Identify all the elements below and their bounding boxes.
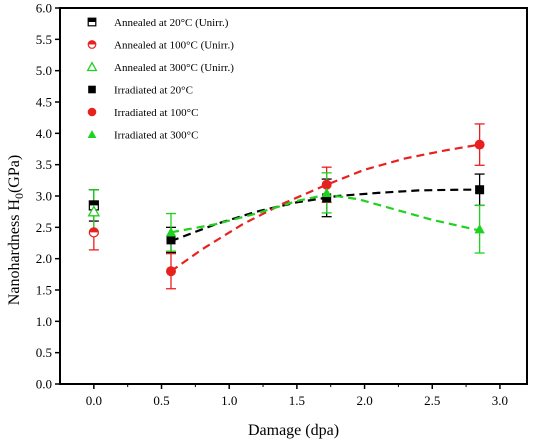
y-axis-ticks: 0.0 0.5 1.0 1.5 2.0 2.5 3.0 3.5 4.0 4.5 5.0 5.5 6.0 [36,1,60,392]
fit-curves [170,143,480,273]
legend-marker [87,40,97,49]
circle-marker [474,139,485,150]
data-markers [87,139,485,277]
y-tick-label: 6.0 [36,1,52,16]
legend-marker [88,85,96,94]
circle-marker [321,179,332,190]
y-tick-label: 2.0 [36,251,52,266]
y-tick-label: 1.0 [36,314,52,329]
legend-marker [87,107,97,117]
legend-label: Annealed at 100°C (Unirr.) [114,40,234,52]
y-tick-label: 3.5 [36,157,52,172]
data-point [321,179,332,190]
triangle-marker [87,205,101,217]
y-tick-label: 4.5 [36,95,52,110]
y-tick-label: 5.5 [36,32,52,47]
legend-marker [86,61,98,72]
x-tick-label: 0.5 [153,393,169,408]
y-tick-label: 2.5 [36,220,52,235]
legend-label: Annealed at 20°C (Unirr.) [114,17,229,29]
x-tick-label: 2.0 [356,393,372,408]
data-point [321,187,332,198]
legend-marker [87,17,97,27]
y-axis-label: Nanohardness H0(GPa) [6,155,26,305]
legend-label: Annealed at 300°C (Unirr.) [114,62,234,74]
legend-item: Irradiated at 100°C [87,107,198,119]
x-tick-label: 2.5 [424,393,440,408]
data-point [475,185,485,195]
y-tick-label: 3.0 [36,189,52,204]
circle-marker [165,266,176,277]
legend-item: Annealed at 20°C (Unirr.) [87,17,229,29]
square-marker-fill [88,18,96,22]
square-marker [88,85,96,94]
square-marker-fill [89,200,99,206]
x-tick-label: 1.5 [289,393,305,408]
square-marker [166,235,176,245]
data-point [165,266,176,277]
x-axis-ticks: 0.0 0.5 1.0 1.5 2.0 2.5 3.0 [86,384,508,408]
error-bars [88,123,485,290]
legend-item: Irradiated at 300°C [87,130,198,142]
y-tick-label: 5.0 [36,63,52,78]
data-point [322,193,332,203]
y-tick-label: 0.5 [36,345,52,360]
circle-marker-fill [88,40,96,45]
circle-marker-fill [89,227,99,233]
y-tick-label: 1.5 [36,283,52,298]
square-marker [322,193,332,203]
data-point [165,227,177,237]
data-point [474,139,485,150]
fit-curve [170,143,480,273]
legend: Annealed at 20°C (Unirr.) Annealed at 100… [86,17,234,142]
y-tick-label: 0.0 [36,377,52,392]
triangle-marker [86,61,98,72]
x-tick-label: 3.0 [492,393,508,408]
y-tick-label: 4.0 [36,126,52,141]
triangle-marker [165,227,177,237]
legend-item: Annealed at 300°C (Unirr.) [86,61,234,74]
legend-label: Irradiated at 20°C [114,85,193,97]
data-point [166,235,176,245]
legend-label: Irradiated at 300°C [114,130,198,142]
data-point [474,224,485,234]
triangle-marker [474,224,485,234]
data-point [88,227,99,238]
square-marker [475,185,485,195]
x-tick-label: 1.0 [221,393,237,408]
circle-marker [87,107,97,117]
legend-item: Irradiated at 20°C [88,85,193,97]
triangle-marker [321,187,332,198]
legend-item: Annealed at 100°C (Unirr.) [87,40,234,52]
triangle-marker [87,130,97,138]
legend-label: Irradiated at 100°C [114,107,198,119]
legend-marker [87,130,97,138]
x-axis-label: Damage (dpa) [248,422,339,439]
data-point [87,205,101,217]
x-tick-label: 0.0 [86,393,102,408]
